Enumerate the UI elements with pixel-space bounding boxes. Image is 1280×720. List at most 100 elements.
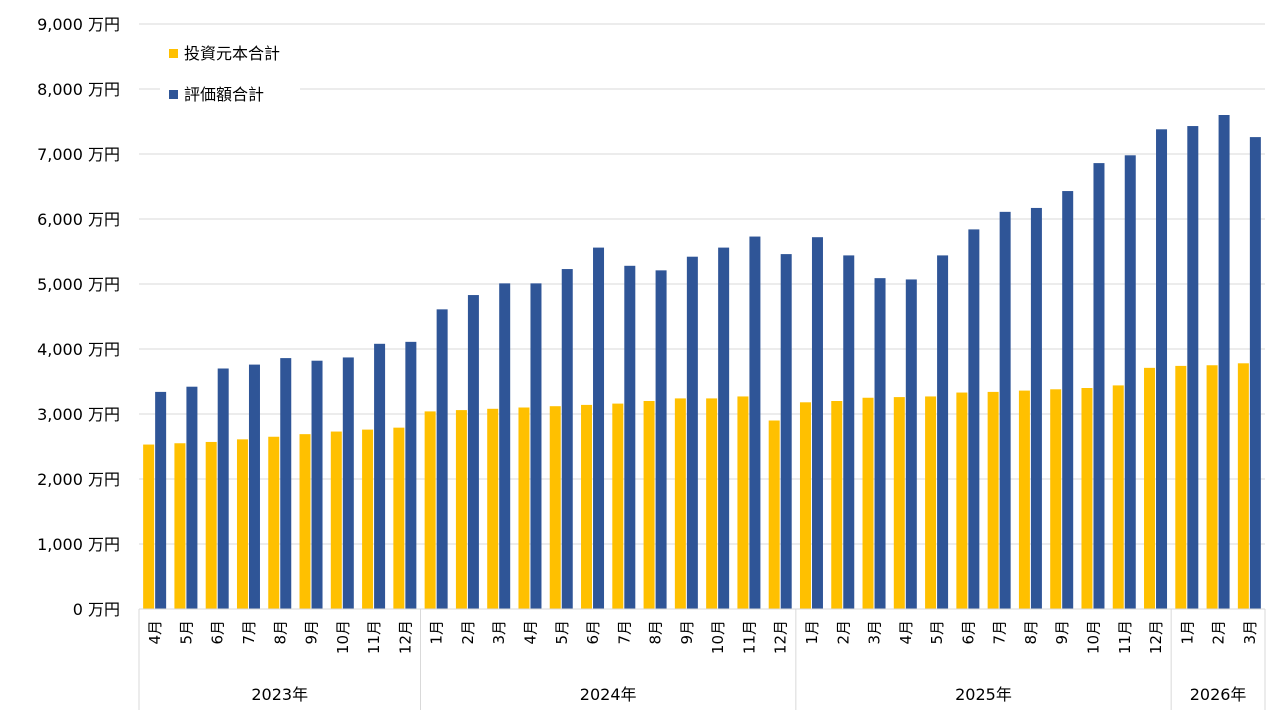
bar-principal [1050, 389, 1062, 609]
legend-swatch-principal [169, 49, 178, 58]
bar-principal [706, 398, 718, 609]
y-tick-label: 5,000 万円 [37, 275, 120, 294]
legend-label-principal: 投資元本合計 [184, 44, 280, 63]
bar-principal [987, 391, 999, 609]
x-tick-label: 4月 [146, 620, 164, 645]
bar-valuation [749, 236, 761, 610]
y-tick-label: 2,000 万円 [37, 470, 120, 489]
bar-principal [236, 439, 248, 609]
bar-principal [956, 392, 968, 609]
bar-valuation [374, 343, 386, 609]
x-tick-label: 3月 [1241, 620, 1259, 645]
bar-principal [1144, 367, 1156, 609]
y-axis: 0 万円 1,000 万円 2,000 万円 3,000 万円 4,000 万円 5,00… [37, 15, 120, 619]
x-tick-label: 1月 [1178, 620, 1196, 645]
x-tick-label: 8月 [1022, 620, 1040, 645]
bar-valuation [718, 247, 730, 609]
y-tick-label: 4,000 万円 [37, 340, 120, 359]
x-tick-label: 12月 [772, 620, 790, 654]
bar-principal [674, 398, 686, 609]
x-tick-label: 1月 [428, 620, 446, 645]
bar-valuation [311, 360, 323, 609]
bar-principal [831, 401, 843, 609]
bar-valuation [843, 255, 855, 609]
x-tick-label: 12月 [1147, 620, 1165, 654]
bar-principal [1175, 365, 1187, 609]
x-tick-label: 12月 [396, 620, 414, 654]
x-tick-label: 8月 [271, 620, 289, 645]
bar-principal [737, 396, 749, 609]
bar-principal [1018, 390, 1030, 609]
x-tick-label: 11月 [740, 620, 758, 654]
bar-valuation [186, 386, 198, 609]
y-tick-label: 0 万円 [73, 600, 120, 619]
x-group-label: 2023年 [251, 685, 308, 704]
bar-valuation [905, 279, 917, 609]
x-tick-label: 7月 [615, 620, 633, 645]
x-tick-label: 8月 [647, 620, 665, 645]
bar-principal [205, 441, 217, 609]
x-tick-label: 11月 [1116, 620, 1134, 654]
bar-principal [612, 403, 624, 609]
legend-item-principal: 投資元本合計 [169, 44, 280, 63]
bar-principal [643, 401, 655, 609]
bar-valuation [436, 309, 448, 609]
x-tick-label: 7月 [991, 620, 1009, 645]
legend-label-valuation: 評価額合計 [184, 85, 264, 104]
bar-valuation [1187, 126, 1199, 610]
bar-valuation [530, 283, 542, 609]
x-tick-label: 3月 [866, 620, 884, 645]
x-tick-label: 2月 [1210, 620, 1228, 645]
bar-valuation [655, 270, 667, 609]
x-tick-label: 9月 [303, 620, 321, 645]
x-tick-label: 9月 [678, 620, 696, 645]
bar-principal [893, 397, 905, 609]
bar-valuation [968, 229, 980, 609]
bar-principal [862, 397, 874, 609]
bar-valuation [1156, 129, 1168, 610]
bar-valuation [280, 358, 292, 609]
bar-principal [174, 443, 186, 609]
bar-valuation [874, 278, 886, 609]
bar-valuation [499, 283, 511, 609]
bar-principal [925, 396, 937, 609]
y-tick-label: 9,000 万円 [37, 15, 120, 34]
y-tick-label: 6,000 万円 [37, 210, 120, 229]
bar-principal [1081, 388, 1093, 609]
bar-principal [268, 436, 280, 609]
bar-valuation [1218, 115, 1230, 609]
x-tick-label: 9月 [1053, 620, 1071, 645]
bar-principal [799, 402, 811, 609]
bars [143, 115, 1261, 610]
x-tick-label: 5月 [553, 620, 571, 645]
bar-valuation [780, 254, 792, 609]
x-tick-label: 6月 [584, 620, 602, 645]
bar-principal [518, 407, 530, 609]
x-tick-label: 5月 [928, 620, 946, 645]
x-tick-label: 2月 [459, 620, 477, 645]
bar-valuation [248, 364, 260, 609]
bar-principal [581, 404, 593, 609]
bar-principal [393, 427, 405, 609]
y-tick-label: 3,000 万円 [37, 405, 120, 424]
bar-principal [299, 434, 311, 609]
x-tick-label: 2月 [834, 620, 852, 645]
x-axis: 4月 5月 6月 7月 8月 9月 10月 11月 12月 1月 2月 3月 4月 5月 6月 7月 8月 9月 1… [138, 608, 1266, 710]
bar-valuation [561, 269, 573, 609]
bar-valuation [155, 391, 167, 609]
x-tick-label: 1月 [803, 620, 821, 645]
x-tick-label: 6月 [959, 620, 977, 645]
legend: 投資元本合計 評価額合計 [160, 36, 300, 108]
bar-principal [330, 431, 342, 609]
bar-principal [768, 420, 780, 609]
bar-valuation [686, 256, 698, 609]
x-tick-label: 6月 [209, 620, 227, 645]
bar-valuation [217, 368, 229, 609]
x-tick-label: 10月 [334, 620, 352, 654]
legend-swatch-valuation [169, 90, 178, 99]
bar-principal [1237, 363, 1249, 609]
legend-background [160, 36, 300, 108]
bar-principal [143, 444, 155, 609]
